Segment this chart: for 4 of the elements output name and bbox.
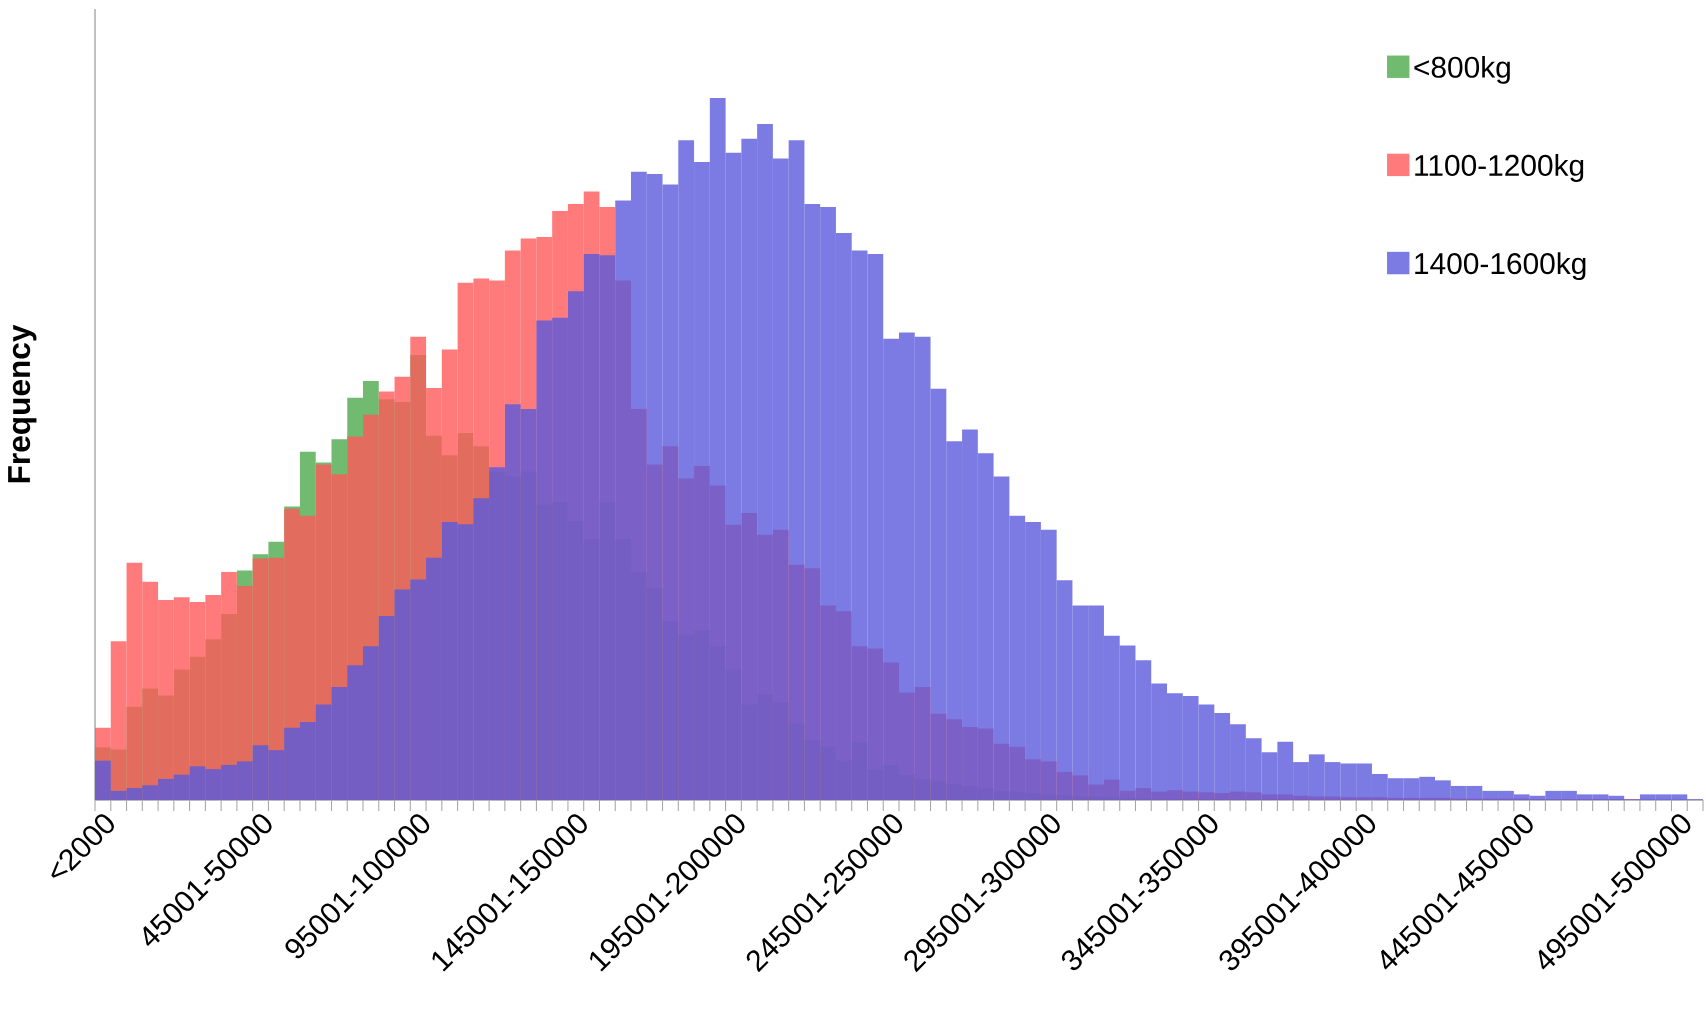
legend-label: <800kg (1414, 55, 1510, 84)
legend-label: 1400-1600kg (1415, 252, 1586, 281)
legend-label: 1100-1200kg (1415, 154, 1584, 182)
y-axis-title: Frequency (8, 324, 37, 483)
